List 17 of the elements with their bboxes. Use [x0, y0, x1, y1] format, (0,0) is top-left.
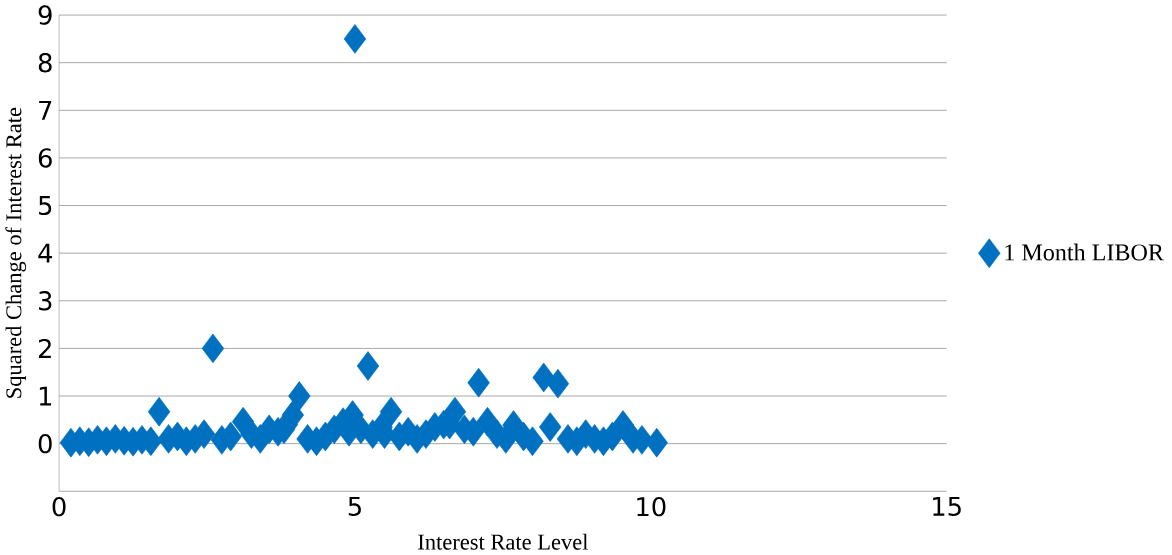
legend-label: 1 Month LIBOR: [1005, 243, 1164, 261]
x-tick-label: 10: [637, 496, 666, 517]
y-tick-label: 0: [38, 433, 52, 454]
x-tick-label: 0: [52, 496, 66, 517]
x-axis-title: Interest Rate Level: [418, 533, 588, 550]
x-tick-label: 5: [348, 496, 361, 517]
x-tick-label: 15: [933, 496, 961, 517]
y-tick-label: 1: [39, 386, 52, 406]
y-tick-label: 7: [39, 100, 52, 120]
y-tick-label: 2: [38, 338, 51, 358]
y-tick-label: 3: [39, 291, 52, 311]
y-axis-title: Squared Change of Interest Rate: [5, 107, 27, 398]
y-tick-label: 4: [38, 243, 52, 263]
y-tick-label: 5: [39, 195, 52, 216]
y-tick-label: 9: [38, 5, 52, 25]
y-tick-label: 6: [38, 148, 52, 168]
y-tick-label: 8: [38, 52, 52, 73]
